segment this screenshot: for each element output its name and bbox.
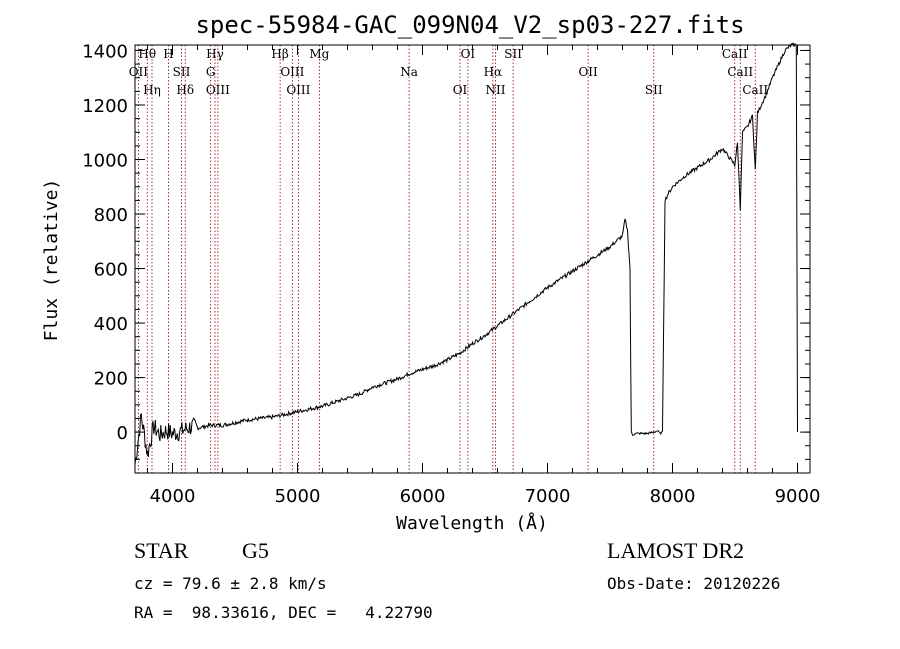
spectrum-chart: spec-55984-GAC_099N04_V2_sp03-227.fits H… [41,11,821,534]
line-marker-label: Hδ [176,83,194,97]
line-marker-label: OI [461,47,476,61]
emission-line-labels: HθOIIHηHSIIHδHγGOIIIHβOIIIOIIIMgNaOIOIHα… [129,47,769,97]
line-marker-label: OII [578,65,598,79]
redshift-text: cz = 79.6 ± 2.8 km/s [134,574,327,593]
object-class-label: STAR [134,538,189,563]
x-tick-label: 5000 [275,486,321,507]
chart-title: spec-55984-GAC_099N04_V2_sp03-227.fits [195,11,744,39]
line-marker-label: Hβ [271,47,288,61]
y-tick-label: 0 [117,423,128,444]
line-marker-label: Hη [143,83,161,97]
x-axis-label: Wavelength (Å) [396,512,548,534]
object-subclass-label: G5 [242,538,269,563]
line-marker-label: NII [486,83,506,97]
y-tick-label: 800 [94,205,128,226]
x-tick-label: 7000 [525,486,571,507]
y-axis-label: Flux (relative) [41,179,62,342]
line-marker-label: CaII [742,83,768,97]
y-tick-label: 600 [94,260,128,281]
emission-line-markers [137,45,756,473]
line-marker-label: OIII [286,83,310,97]
coordinates-text: RA = 98.33616, DEC = 4.22790 [134,603,433,622]
spectrum-series-line [134,42,798,466]
line-marker-label: SII [504,47,522,61]
survey-label: LAMOST DR2 [607,538,745,563]
y-tick-label: 1000 [82,150,128,171]
x-tick-label: 8000 [650,486,696,507]
line-marker-label: H [163,47,173,61]
line-marker-label: OIII [206,83,230,97]
y-tick-label: 1200 [82,96,128,117]
x-tick-label: 9000 [775,486,821,507]
y-tick-label: 1400 [82,41,128,62]
line-marker-label: OII [129,65,149,79]
line-marker-label: CaII [722,47,748,61]
line-marker-label: SII [645,83,663,97]
x-axis-ticks: 4000 5000 6000 7000 8000 9000 [147,45,821,507]
x-tick-label: 4000 [150,486,196,507]
y-axis-ticks: 0 200 400 600 800 1000 1200 1400 [82,41,810,460]
line-marker-label: OI [453,83,468,97]
line-marker-label: G [206,65,216,79]
obs-date-text: Obs-Date: 20120226 [607,574,781,593]
line-marker-label: SII [173,65,191,79]
line-marker-label: Hα [484,65,503,79]
x-tick-label: 6000 [400,486,446,507]
y-tick-label: 200 [94,369,128,390]
line-marker-label: OIII [280,65,304,79]
line-marker-label: CaII [727,65,753,79]
line-marker-label: Hγ [206,47,224,61]
line-marker-label: Mg [309,47,329,61]
plot-frame [134,44,811,474]
y-tick-label: 400 [94,314,128,335]
line-marker-label: Na [400,65,418,79]
